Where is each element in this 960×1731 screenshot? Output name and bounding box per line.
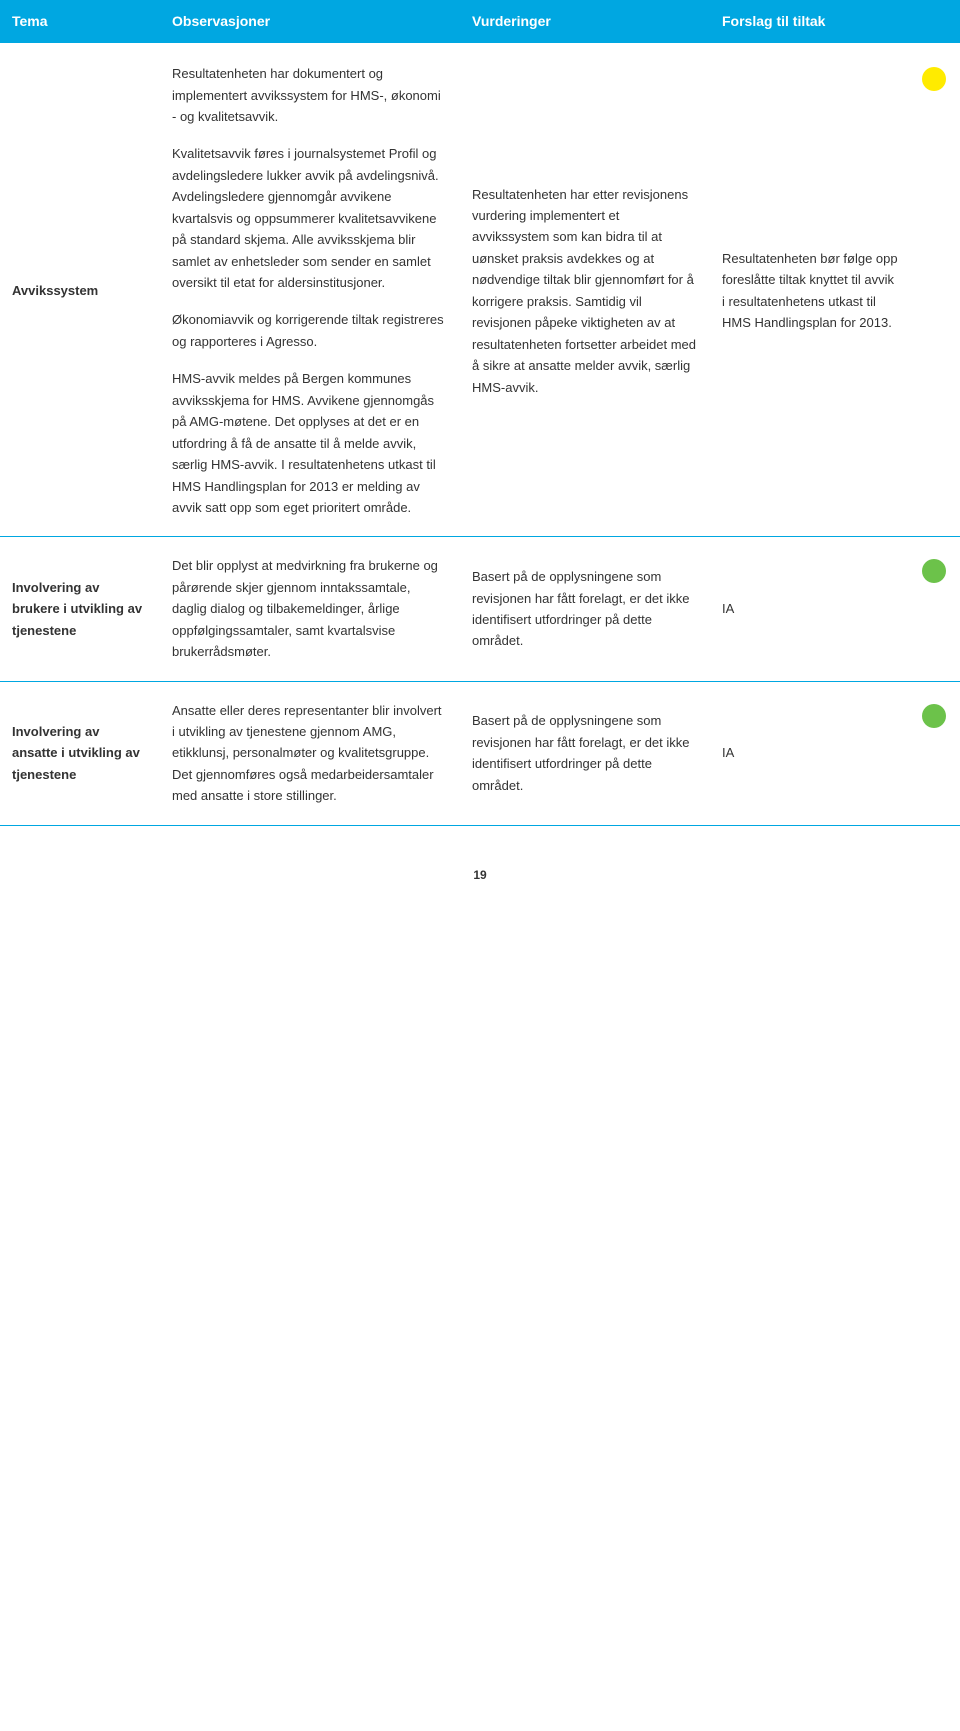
obs-paragraph: Resultatenheten har dokumentert og imple… (172, 63, 448, 127)
status-cell (910, 700, 960, 807)
status-dot-icon (922, 559, 946, 583)
obs-paragraph: HMS-avvik meldes på Bergen kommunes avvi… (172, 368, 448, 518)
tema-cell: Involvering av ansatte i utvikling av tj… (0, 721, 160, 785)
status-cell (910, 63, 960, 518)
header-status (910, 0, 960, 43)
tema-cell: Involvering av brukere i utvikling av tj… (0, 577, 160, 641)
fors-cell: Resultatenheten bør følge opp foreslåtte… (710, 248, 910, 334)
table-row: Involvering av brukere i utvikling av tj… (0, 537, 960, 681)
fors-cell: IA (710, 742, 910, 763)
vurd-cell: Basert på de opplysningene som revisjone… (460, 566, 710, 652)
obs-paragraph: Kvalitetsavvik føres i journalsystemet P… (172, 143, 448, 293)
table-row: Involvering av ansatte i utvikling av tj… (0, 682, 960, 826)
page-number: 19 (0, 866, 960, 906)
table-header-row: Tema Observasjoner Vurderinger Forslag t… (0, 0, 960, 43)
table-row: Avvikssystem Resultatenheten har dokumen… (0, 43, 960, 537)
obs-cell: Det blir opplyst at medvirkning fra bruk… (160, 555, 460, 662)
header-vurderinger: Vurderinger (460, 0, 710, 43)
obs-cell: Ansatte eller deres representanter blir … (160, 700, 460, 807)
fors-cell: IA (710, 598, 910, 619)
obs-cell: Resultatenheten har dokumentert og imple… (160, 63, 460, 518)
vurd-cell: Basert på de opplysningene som revisjone… (460, 710, 710, 796)
vurd-cell: Resultatenheten har etter revisjonens vu… (460, 184, 710, 398)
status-cell (910, 555, 960, 662)
status-dot-icon (922, 704, 946, 728)
header-observasjoner: Observasjoner (160, 0, 460, 43)
tema-cell: Avvikssystem (0, 280, 160, 301)
header-tema: Tema (0, 0, 160, 43)
obs-paragraph: Økonomiavvik og korrigerende tiltak regi… (172, 309, 448, 352)
header-forslag: Forslag til tiltak (710, 0, 910, 43)
status-dot-icon (922, 67, 946, 91)
